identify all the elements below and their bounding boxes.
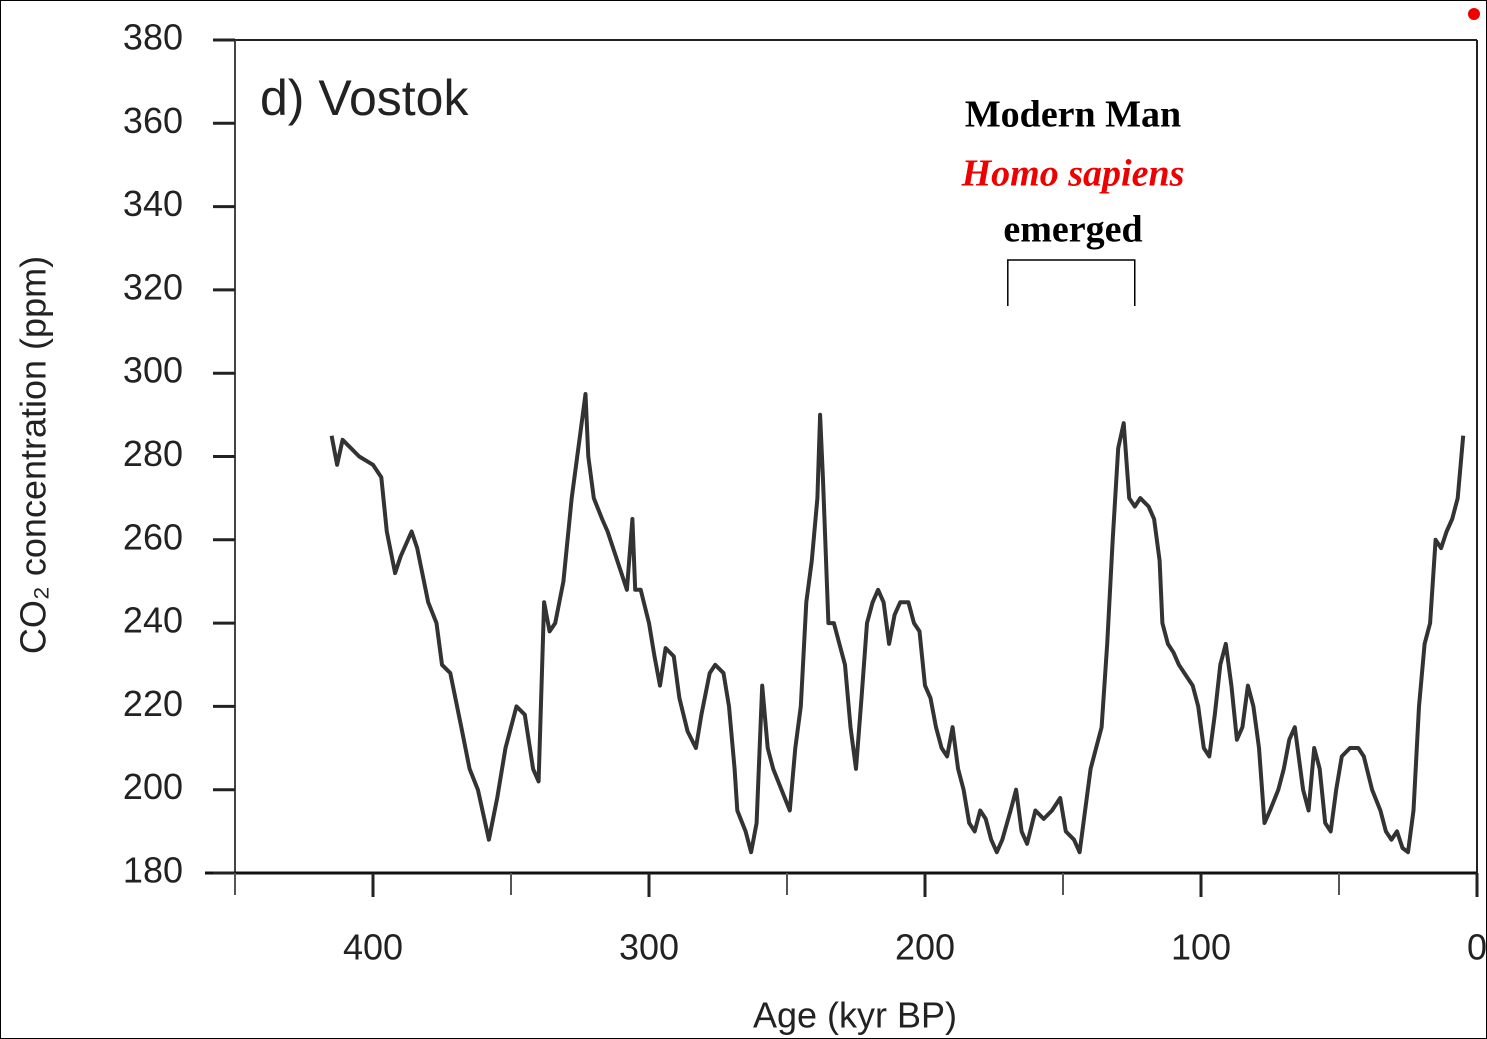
chart-title: d) Vostok xyxy=(260,70,469,126)
x-tick-label: 400 xyxy=(343,927,403,968)
y-tick-label: 180 xyxy=(123,850,183,891)
annotation: emerged xyxy=(1003,209,1142,251)
y-axis-label: CO₂ concentration (ppm) xyxy=(13,256,54,654)
y-tick-label: 340 xyxy=(123,183,183,224)
x-tick-label: 300 xyxy=(619,927,679,968)
y-tick-label: 300 xyxy=(123,350,183,391)
x-tick-label: 100 xyxy=(1171,927,1231,968)
y-tick-label: 200 xyxy=(123,766,183,807)
annotation-bracket xyxy=(1007,259,1136,306)
x-axis-label: Age (kyr BP) xyxy=(753,995,957,1036)
y-tick-label: 280 xyxy=(123,433,183,474)
x-tick-label: 0 xyxy=(1467,927,1487,968)
x-tick-label: 200 xyxy=(895,927,955,968)
annotation: Homo sapiens xyxy=(961,153,1185,195)
y-tick-label: 260 xyxy=(123,516,183,557)
annotation: Modern Man xyxy=(965,94,1181,136)
y-tick-label: 380 xyxy=(123,17,183,58)
dot xyxy=(1468,8,1480,20)
y-tick-label: 320 xyxy=(123,266,183,307)
y-tick-label: 360 xyxy=(123,100,183,141)
data-line xyxy=(329,392,1466,855)
y-tick-label: 240 xyxy=(123,600,183,641)
y-tick-label: 220 xyxy=(123,683,183,724)
